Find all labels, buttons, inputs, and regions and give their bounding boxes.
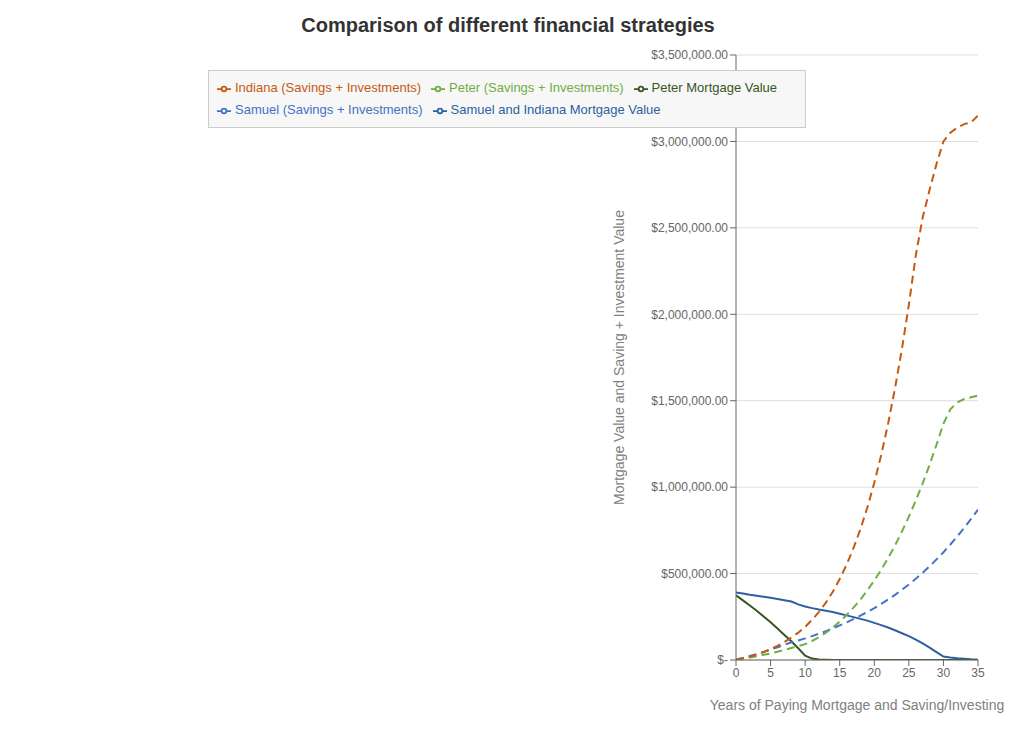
svg-text:0: 0: [733, 666, 740, 680]
svg-text:$3,500,000.00: $3,500,000.00: [651, 48, 728, 62]
html-text:Samuel and Indiana Mortgage Va: Samuel and Indiana Mortgage Value: [450, 102, 661, 117]
svg-text:20: 20: [868, 666, 882, 680]
html-text:Samuel (Savings + Investments): Samuel (Savings + Investments): [235, 102, 423, 117]
html-text:Comparison of different financ: Comparison of different financial strate…: [301, 14, 715, 36]
svg-text:$2,500,000.00: $2,500,000.00: [651, 221, 728, 235]
svg-text:10: 10: [798, 666, 812, 680]
svg-text:$1,000,000.00: $1,000,000.00: [651, 480, 728, 494]
svg-text:15: 15: [833, 666, 847, 680]
svg-text:$3,000,000.00: $3,000,000.00: [651, 135, 728, 149]
html-text:Peter (Savings + Investments): Peter (Savings + Investments): [449, 80, 624, 95]
svg-text:35: 35: [971, 666, 985, 680]
svg-text:$500,000.00: $500,000.00: [661, 567, 728, 581]
svg-text:$1,500,000.00: $1,500,000.00: [651, 394, 728, 408]
svg-text:30: 30: [937, 666, 951, 680]
svg-text:Years of Paying Mortgage and S: Years of Paying Mortgage and Saving/Inve…: [710, 697, 1004, 713]
svg-text:25: 25: [902, 666, 916, 680]
svg-text:$2,000,000.00: $2,000,000.00: [651, 308, 728, 322]
html-text:Peter Mortgage Value: Peter Mortgage Value: [651, 80, 778, 95]
svg-text:Mortgage Value and Saving + In: Mortgage Value and Saving + Investment V…: [611, 210, 627, 505]
html-text:Indiana (Savings + Investments: Indiana (Savings + Investments): [235, 80, 422, 95]
svg-text:5: 5: [767, 666, 774, 680]
svg-text:$-: $-: [717, 653, 728, 667]
